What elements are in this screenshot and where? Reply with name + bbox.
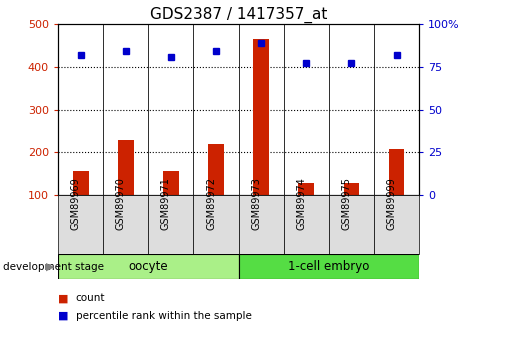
Bar bbox=[374, 195, 419, 254]
Text: oocyte: oocyte bbox=[129, 260, 168, 273]
Bar bbox=[58, 24, 103, 195]
Bar bbox=[284, 24, 329, 195]
Bar bbox=[329, 24, 374, 195]
Bar bbox=[103, 24, 148, 195]
Bar bbox=[118, 140, 134, 195]
Bar bbox=[343, 184, 360, 195]
Bar bbox=[284, 195, 329, 254]
Text: 1-cell embryo: 1-cell embryo bbox=[288, 260, 370, 273]
Bar bbox=[239, 254, 419, 279]
Bar bbox=[374, 24, 419, 195]
Bar bbox=[73, 171, 88, 195]
Bar bbox=[58, 195, 103, 254]
Bar bbox=[58, 254, 239, 279]
Text: count: count bbox=[76, 294, 105, 303]
Text: ■: ■ bbox=[58, 294, 69, 303]
Text: GSM89970: GSM89970 bbox=[116, 177, 126, 230]
Text: development stage: development stage bbox=[3, 262, 104, 272]
Bar bbox=[193, 24, 239, 195]
Bar bbox=[329, 195, 374, 254]
Text: ▶: ▶ bbox=[46, 262, 55, 272]
Bar bbox=[298, 184, 314, 195]
Bar bbox=[389, 149, 405, 195]
Text: GSM89999: GSM89999 bbox=[387, 177, 396, 230]
Bar bbox=[208, 144, 224, 195]
Text: ■: ■ bbox=[58, 311, 69, 321]
Text: GSM89971: GSM89971 bbox=[161, 177, 171, 230]
Text: GSM89974: GSM89974 bbox=[296, 177, 307, 230]
Text: GSM89973: GSM89973 bbox=[251, 177, 261, 230]
Bar bbox=[193, 195, 239, 254]
Bar bbox=[254, 39, 269, 195]
Bar bbox=[163, 171, 179, 195]
Text: percentile rank within the sample: percentile rank within the sample bbox=[76, 311, 251, 321]
Text: GSM89972: GSM89972 bbox=[206, 177, 216, 230]
Bar bbox=[239, 195, 284, 254]
Text: GSM89975: GSM89975 bbox=[341, 177, 351, 230]
Bar bbox=[239, 24, 284, 195]
Bar bbox=[103, 195, 148, 254]
Title: GDS2387 / 1417357_at: GDS2387 / 1417357_at bbox=[150, 7, 327, 23]
Bar bbox=[148, 24, 193, 195]
Text: GSM89969: GSM89969 bbox=[71, 177, 81, 230]
Bar bbox=[148, 195, 193, 254]
